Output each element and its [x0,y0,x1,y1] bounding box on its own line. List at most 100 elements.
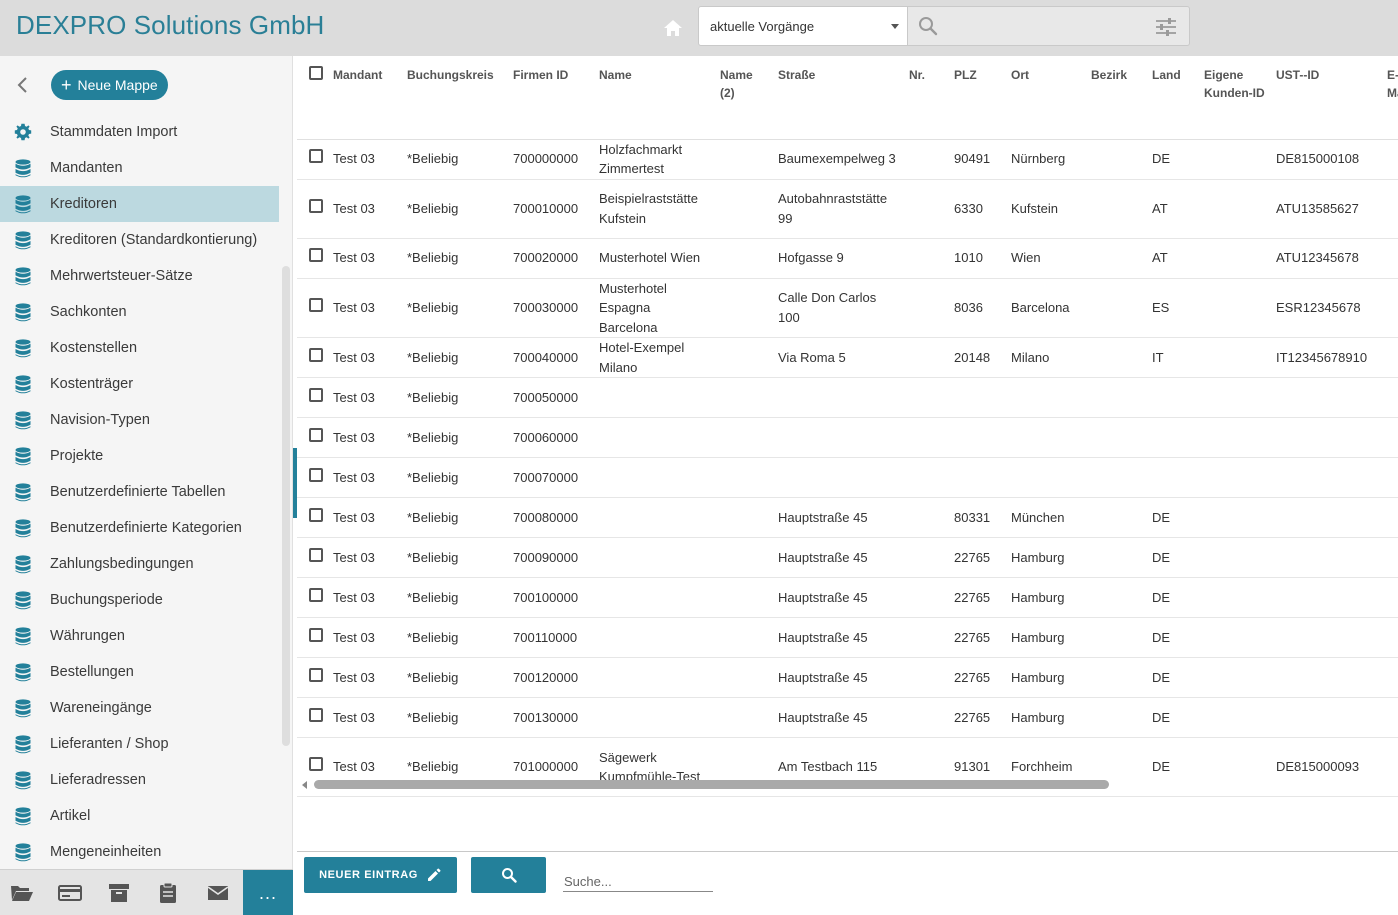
row-checkbox-cell [297,337,329,378]
column-header[interactable]: Land [1148,56,1200,140]
cell-ort: München [1007,497,1087,538]
cell-mandant: Test 03 [329,537,403,578]
table-row[interactable]: Test 03 *Beliebig 700030000 Musterhotel Esp… [297,278,1398,338]
column-header[interactable]: Straße [774,56,905,140]
clipboard-button[interactable] [146,870,190,915]
table-row[interactable]: Test 03 *Beliebig 700020000 Musterhotel Wie… [297,238,1398,279]
sidebar-item-label: Stammdaten Import [50,124,178,140]
sidebar-item-mandanten[interactable]: Mandanten [0,150,279,186]
new-entry-button[interactable]: NEUER EINTRAG [304,857,457,893]
column-header[interactable]: Bezirk [1087,56,1148,140]
sidebar-item-kreditoren-standardkontierung[interactable]: Kreditoren (Standardkontierung) [0,222,279,258]
column-header[interactable]: UST--ID [1272,56,1383,140]
column-header[interactable]: Name [595,56,716,140]
collapse-sidebar-button[interactable] [14,75,32,95]
row-checkbox[interactable] [309,467,323,482]
table-search-input[interactable] [563,872,713,892]
row-checkbox[interactable] [309,198,323,213]
row-checkbox[interactable] [309,707,323,722]
sidebar-item-kostenträger[interactable]: Kostenträger [0,366,279,402]
cell-nr [905,617,950,658]
sidebar-scrollbar[interactable] [282,266,290,746]
sidebar-item-projekte[interactable]: Projekte [0,438,279,474]
cell-nr [905,657,950,698]
column-header[interactable]: Buchungskreis [403,56,509,140]
new-entry-label: NEUER EINTRAG [319,869,418,881]
sidebar-item-benutzerdefinierte-kategorien[interactable]: Benutzerdefinierte Kategorien [0,510,279,546]
sidebar-item-sachkonten[interactable]: Sachkonten [0,294,279,330]
sidebar-item-stammdaten-import[interactable]: Stammdaten Import [0,114,279,150]
search-input[interactable] [908,6,1190,46]
horizontal-scrollbar-thumb[interactable] [314,780,1109,789]
cell-strasse: Baumexempelweg 3 [774,139,905,180]
sidebar-item-mengeneinheiten[interactable]: Mengeneinheiten [0,834,279,870]
table-row[interactable]: Test 03 *Beliebig 700110000 Hauptstraße 45 2… [297,617,1398,658]
column-header[interactable]: Eigene Kunden-ID [1200,56,1272,140]
table-row[interactable]: Test 03 *Beliebig 700070000 [297,457,1398,498]
cell-strasse: Hauptstraße 45 [774,497,905,538]
row-checkbox[interactable] [309,298,323,312]
row-checkbox[interactable] [309,347,323,362]
column-header[interactable]: Nr. [905,56,950,140]
filter-settings-icon[interactable] [1155,17,1177,37]
row-checkbox[interactable] [309,248,323,263]
column-header[interactable]: PLZ [950,56,1007,140]
sidebar-item-kreditoren[interactable]: Kreditoren [0,186,279,222]
horizontal-scrollbar[interactable] [297,778,1398,792]
select-all-checkbox[interactable] [309,66,323,80]
archive-button[interactable] [97,870,141,915]
column-header[interactable]: Firmen ID [509,56,595,140]
row-checkbox[interactable] [309,387,323,402]
sidebar-item-buchungsperiode[interactable]: Buchungsperiode [0,582,279,618]
cell-land: AT [1148,238,1200,279]
table-row[interactable]: Test 03 *Beliebig 700000000 Holzfachmarkt Z… [297,139,1398,180]
cell-firmen-id: 700050000 [509,377,595,418]
sidebar-item-benutzerdefinierte-tabellen[interactable]: Benutzerdefinierte Tabellen [0,474,279,510]
sidebar-item-label: Lieferanten / Shop [50,736,169,752]
cell-name2 [716,377,774,418]
row-checkbox[interactable] [309,547,323,562]
table-row[interactable]: Test 03 *Beliebig 700100000 Hauptstraße 45 2… [297,577,1398,618]
row-checkbox[interactable] [309,757,323,772]
search-button[interactable] [471,857,546,893]
home-button[interactable] [660,16,686,40]
mail-button[interactable] [196,870,240,915]
new-folder-button[interactable]: + Neue Mappe [51,70,168,100]
filter-select[interactable]: aktuelle Vorgänge [698,6,908,46]
table-row[interactable]: Test 03 *Beliebig 700130000 Hauptstraße 45 2… [297,697,1398,738]
sidebar-item-bestellungen[interactable]: Bestellungen [0,654,279,690]
row-checkbox[interactable] [309,587,323,602]
folder-open-button[interactable] [0,870,44,915]
row-checkbox[interactable] [309,627,323,642]
column-header[interactable]: Ort [1007,56,1087,140]
table-row[interactable]: Test 03 *Beliebig 700120000 Hauptstraße 45 2… [297,657,1398,698]
column-header[interactable]: Mandant [329,56,403,140]
scroll-left-icon[interactable] [302,781,307,789]
credit-card-button[interactable] [48,870,92,915]
sidebar-item-lieferanten-shop[interactable]: Lieferanten / Shop [0,726,279,762]
row-checkbox[interactable] [309,507,323,522]
table-row[interactable]: Test 03 *Beliebig 700040000 Hotel-Exempel M… [297,337,1398,378]
sidebar-item-mehrwertsteuer-sätze[interactable]: Mehrwertsteuer-Sätze [0,258,279,294]
sidebar-item-zahlungsbedingungen[interactable]: Zahlungsbedingungen [0,546,279,582]
row-checkbox[interactable] [309,427,323,442]
sidebar-item-währungen[interactable]: Währungen [0,618,279,654]
sidebar-item-kostenstellen[interactable]: Kostenstellen [0,330,279,366]
row-checkbox[interactable] [309,149,323,164]
sidebar-item-artikel[interactable]: Artikel [0,798,279,834]
row-checkbox[interactable] [309,667,323,682]
sidebar-item-lieferadressen[interactable]: Lieferadressen [0,762,279,798]
table-row[interactable]: Test 03 *Beliebig 700080000 Hauptstraße 45 8… [297,497,1398,538]
sidebar-item-navision-typen[interactable]: Navision-Typen [0,402,279,438]
column-header[interactable]: E-Mail [1383,56,1398,140]
cell-firmen-id: 700060000 [509,417,595,458]
column-header[interactable]: Name (2) [716,56,774,140]
table-row[interactable]: Test 03 *Beliebig 700050000 [297,377,1398,418]
table-row[interactable]: Test 03 *Beliebig 700060000 [297,417,1398,458]
cell-name [595,377,716,418]
cell-email [1383,737,1398,797]
sidebar-item-wareneingänge[interactable]: Wareneingänge [0,690,279,726]
more-button[interactable]: ... [243,870,293,915]
table-row[interactable]: Test 03 *Beliebig 700090000 Hauptstraße 45 2… [297,537,1398,578]
table-row[interactable]: Test 03 *Beliebig 700010000 Beispielraststä… [297,179,1398,239]
